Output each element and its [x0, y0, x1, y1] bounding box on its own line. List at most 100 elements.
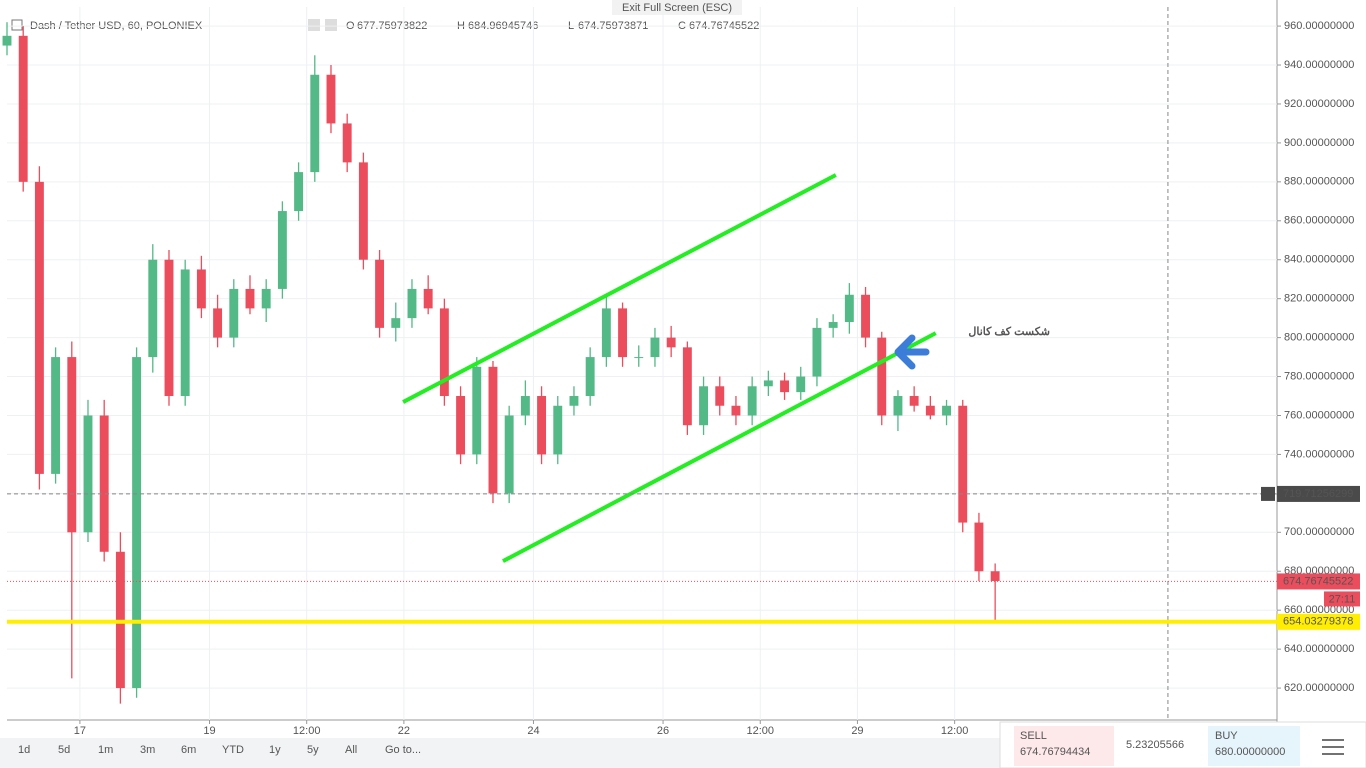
sell-button[interactable] [1014, 726, 1114, 766]
crosshair-label: 719.71256299 [1283, 488, 1353, 500]
candle-body [391, 318, 401, 328]
candle-body [164, 259, 174, 397]
candle-body [893, 396, 903, 416]
candle-body [326, 74, 336, 124]
settings-icon[interactable] [325, 19, 337, 31]
candle-body [974, 522, 984, 572]
candle-body [747, 386, 757, 416]
candle-body [472, 366, 482, 455]
candle-body [229, 288, 239, 338]
y-tick-label: 860.00000000 [1284, 215, 1354, 227]
y-tick-label: 760.00000000 [1284, 409, 1354, 421]
candle-body [763, 380, 773, 387]
range-button[interactable]: 5d [58, 744, 70, 756]
support-label: 654.03279378 [1283, 616, 1353, 628]
last-price-tag [1277, 573, 1360, 590]
range-button[interactable]: YTD [222, 744, 244, 756]
x-tick-label: 22 [398, 725, 410, 737]
candle-body [780, 380, 790, 393]
buy-button[interactable] [1208, 726, 1300, 766]
range-button[interactable]: 1m [98, 744, 113, 756]
candle-body [601, 308, 611, 358]
candle-body [504, 415, 514, 494]
last-price-label: 674.76745522 [1283, 575, 1353, 587]
candle-body [877, 337, 887, 416]
y-tick-label: 820.00000000 [1284, 293, 1354, 305]
candle-body [488, 366, 498, 494]
candle-body [715, 386, 725, 406]
candle-body [148, 259, 158, 358]
candle-body [2, 35, 12, 46]
candle-body [844, 294, 854, 323]
channel-line [502, 331, 937, 563]
countdown-label: 27:11 [1329, 593, 1356, 605]
range-button[interactable]: 5y [307, 744, 319, 756]
candle-body [34, 181, 44, 474]
candle-body [375, 259, 385, 328]
settings-icon[interactable] [308, 19, 320, 31]
y-tick-label: 700.00000000 [1284, 526, 1354, 538]
candle-body [666, 337, 676, 348]
range-button[interactable]: Go to... [385, 744, 421, 756]
candle-body [277, 211, 287, 289]
y-tick-label: 740.00000000 [1284, 448, 1354, 460]
x-tick-label: 19 [203, 725, 215, 737]
x-tick-label: 12:00 [746, 725, 774, 737]
candle-body [439, 308, 449, 397]
range-button[interactable]: 3m [140, 744, 155, 756]
plus-icon [1261, 486, 1275, 501]
candle-body [537, 396, 547, 455]
buy-price[interactable]: 680.00000000 [1215, 746, 1285, 758]
candle-body [261, 288, 271, 309]
trade-panel: SELL 674.76794434 5.23205566 BUY 680.000… [999, 721, 1366, 768]
candle-body [196, 269, 206, 309]
menu-icon[interactable] [1322, 739, 1344, 755]
candle-body [456, 396, 466, 455]
range-button[interactable]: 1d [18, 744, 30, 756]
arrow-icon [894, 334, 930, 370]
candle-body [942, 405, 951, 416]
x-tick-label: 17 [74, 725, 86, 737]
candle-body [310, 74, 320, 173]
candle-body [358, 162, 368, 260]
fullscreen-hint[interactable]: Exit Full Screen (ESC) [622, 2, 732, 14]
candle-body [585, 357, 595, 397]
candle-body [180, 269, 190, 397]
candle-body [925, 405, 935, 416]
x-tick-label: 29 [851, 725, 863, 737]
candle-body [99, 415, 109, 552]
countdown-tag [1324, 591, 1360, 607]
fullscreen-bar[interactable] [612, 0, 742, 15]
y-tick-label: 620.00000000 [1284, 682, 1354, 694]
range-button[interactable]: All [345, 744, 357, 756]
range-button[interactable]: 1y [269, 744, 281, 756]
candle-body [423, 288, 433, 309]
annotation: شکست کف کانال [968, 326, 1050, 338]
candle-body [990, 571, 1000, 581]
x-tick-label: 12:00 [293, 725, 321, 737]
candle-body [909, 396, 919, 406]
candle-body [51, 357, 61, 474]
candle-body [958, 405, 968, 523]
x-tick-label: 24 [527, 725, 539, 737]
x-tick-label: 26 [657, 725, 669, 737]
collapse-icon[interactable] [11, 19, 23, 31]
buy-clip: 680.00000000 [1215, 746, 1285, 758]
y-tick-label: 940.00000000 [1284, 59, 1354, 71]
candle-body [18, 35, 28, 182]
candle-body [213, 308, 223, 338]
sell-label[interactable]: SELL [1020, 730, 1047, 742]
candle-body [634, 357, 644, 359]
spread: 5.23205566 [1126, 739, 1184, 751]
buy-label[interactable]: BUY [1215, 730, 1238, 742]
range-button[interactable]: 6m [181, 744, 196, 756]
candle-body [699, 386, 709, 426]
y-tick-label: 780.00000000 [1284, 370, 1354, 382]
crosshair-tag [1277, 485, 1360, 502]
plot: 620.00000000640.00000000660.00000000680.… [2, 7, 1360, 737]
y-tick-label: 960.00000000 [1284, 20, 1354, 32]
candle-body [828, 322, 838, 328]
sell-price[interactable]: 674.76794434 [1020, 746, 1090, 758]
